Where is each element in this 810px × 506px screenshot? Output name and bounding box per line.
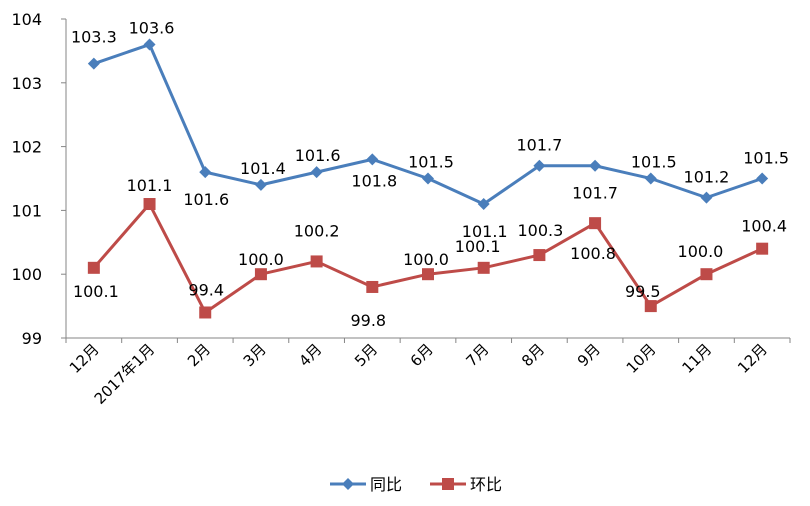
data-label: 100.3: [517, 221, 563, 240]
data-label: 101.4: [240, 159, 286, 178]
data-point-marker: [366, 280, 379, 293]
data-label: 99.5: [625, 282, 661, 301]
data-point-marker: [644, 300, 657, 313]
data-label: 103.6: [129, 19, 175, 38]
data-label: 100.4: [741, 217, 787, 236]
data-point-marker: [143, 38, 156, 51]
legend: 同比 环比: [330, 475, 502, 494]
data-label: 101.5: [743, 149, 789, 168]
data-point-marker: [87, 57, 100, 70]
y-tick-label: 103: [11, 74, 42, 93]
x-tick-label: 8月: [518, 340, 548, 370]
legend-label: 环比: [470, 475, 502, 494]
data-label: 101.7: [572, 184, 618, 203]
data-point-marker: [199, 166, 212, 179]
data-label: 100.1: [455, 237, 501, 256]
data-label: 101.1: [462, 222, 508, 241]
data-point-marker: [756, 242, 769, 255]
data-label: 99.8: [350, 311, 386, 330]
x-tick-label: 10月: [623, 340, 660, 377]
x-tick-label: 9月: [574, 340, 604, 370]
data-point-marker: [644, 172, 657, 185]
data-label: 101.8: [351, 171, 397, 190]
data-label: 101.6: [295, 146, 341, 165]
data-point-marker: [477, 198, 490, 211]
data-label: 100.1: [73, 282, 119, 301]
data-point-marker: [533, 249, 546, 262]
data-point-marker: [422, 268, 434, 281]
data-point-marker: [756, 172, 769, 185]
data-point-marker: [589, 159, 602, 172]
data-point-marker: [477, 261, 490, 274]
legend-marker: [442, 478, 454, 490]
data-point-marker: [254, 268, 267, 281]
data-label: 101.5: [631, 153, 677, 172]
x-tick-label: 5月: [351, 340, 381, 370]
data-label: 101.5: [408, 153, 454, 172]
data-point-marker: [700, 191, 713, 204]
y-tick-label: 99: [22, 329, 42, 348]
x-tick-label: 3月: [240, 340, 270, 370]
data-point-marker: [254, 178, 267, 191]
y-tick-label: 101: [11, 201, 42, 220]
data-label: 101.7: [516, 136, 562, 155]
x-tick-label: 4月: [295, 340, 325, 370]
x-tick-label: 12月: [66, 340, 103, 377]
data-point-marker: [366, 153, 379, 166]
x-tick-label: 12月: [734, 340, 771, 377]
y-tick-label: 102: [11, 138, 42, 157]
data-point-marker: [143, 198, 156, 211]
data-label: 100.2: [294, 221, 340, 240]
legend-marker: [342, 478, 354, 490]
data-label: 100.0: [403, 250, 449, 269]
x-tick-label: 7月: [462, 340, 492, 370]
x-tick-label: 2月: [184, 340, 214, 370]
data-label: 101.6: [183, 190, 229, 209]
series-layer: [87, 38, 769, 319]
data-point-marker: [310, 255, 323, 268]
data-point-marker: [533, 159, 546, 172]
y-tick-label: 104: [11, 10, 42, 29]
y-tick-label: 100: [11, 265, 42, 284]
data-label: 101.1: [127, 176, 173, 195]
data-point-marker: [87, 261, 100, 274]
data-label: 101.2: [684, 168, 730, 187]
data-point-marker: [199, 306, 212, 319]
data-point-marker: [589, 217, 602, 230]
legend-label: 同比: [370, 475, 402, 494]
data-point-marker: [700, 268, 713, 281]
data-label: 103.3: [71, 28, 117, 47]
data-label: 100.8: [570, 244, 616, 263]
data-point-marker: [310, 166, 323, 179]
x-tick-label: 2017年1月: [91, 340, 159, 408]
data-label: 99.4: [188, 280, 224, 299]
data-labels: 103.3 103.6 101.6 101.4 101.6 101.8 101.5 101.1…: [71, 19, 789, 330]
x-tick-label: 11月: [678, 340, 715, 377]
data-point-marker: [422, 172, 434, 185]
data-label: 100.0: [678, 242, 724, 261]
data-label: 100.0: [238, 250, 284, 269]
x-tick-label: 6月: [407, 340, 437, 370]
